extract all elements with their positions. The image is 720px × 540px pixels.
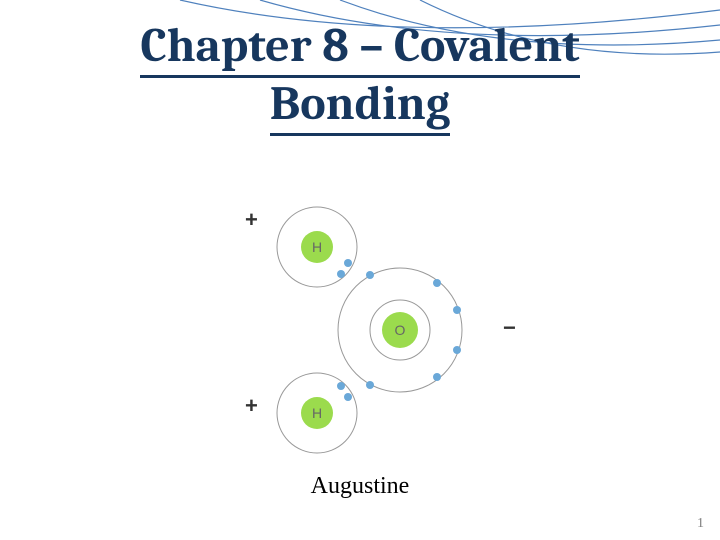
svg-text:H: H bbox=[312, 239, 322, 255]
svg-text:O: O bbox=[395, 322, 406, 338]
author-name: Augustine bbox=[311, 473, 410, 499]
page-number: 1 bbox=[697, 516, 704, 532]
svg-text:+: + bbox=[245, 207, 258, 232]
slide-title: Chapter 8 – Covalent Bonding bbox=[0, 20, 720, 136]
molecule-diagram: H O H + + − bbox=[225, 185, 525, 475]
svg-text:+: + bbox=[245, 393, 258, 418]
title-line2: Bonding bbox=[270, 78, 450, 136]
title-line1: Chapter 8 – Covalent bbox=[140, 20, 579, 78]
svg-text:−: − bbox=[503, 315, 516, 340]
author-footer: Augustine bbox=[0, 473, 720, 500]
svg-text:H: H bbox=[312, 405, 322, 421]
